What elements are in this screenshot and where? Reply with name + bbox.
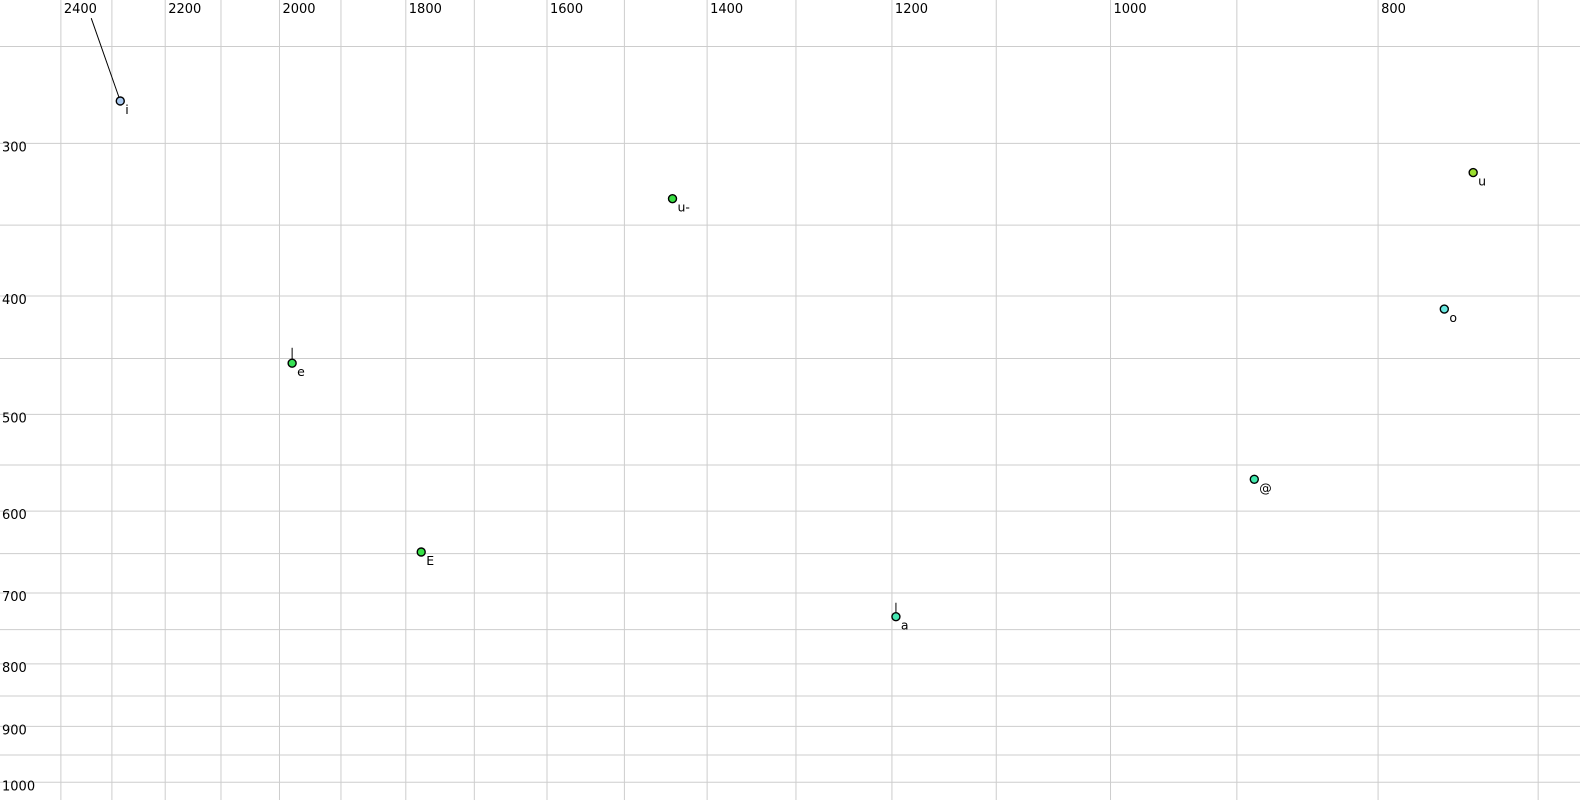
vowel-point-E[interactable]: [416, 547, 426, 557]
vowel-point-u[interactable]: [1468, 167, 1478, 178]
y-tick-label-900: 900: [2, 723, 27, 738]
vowel-point-a[interactable]: [891, 611, 901, 622]
vowel-point-label-e: e: [297, 364, 305, 379]
x-tick-label-1600: 1600: [550, 2, 583, 17]
vowel-point-o[interactable]: [1439, 304, 1450, 314]
y-tick-label-600: 600: [2, 508, 27, 523]
y-tick-label-700: 700: [2, 590, 27, 605]
x-tick-label-2000: 2000: [282, 2, 315, 17]
y-tick-label-1000: 1000: [2, 779, 35, 794]
vowel-point-u-[interactable]: [667, 194, 678, 204]
vowel-point-@[interactable]: [1249, 474, 1259, 484]
vowel-point-label-E: E: [426, 553, 434, 568]
vowel-point-label-@: @: [1259, 480, 1272, 495]
x-tick-label-1000: 1000: [1114, 2, 1147, 17]
vowel-point-label-i: i: [125, 102, 128, 117]
x-tick-label-1200: 1200: [895, 2, 928, 17]
vowel-point-e[interactable]: [287, 358, 297, 368]
y-tick-label-300: 300: [2, 140, 27, 155]
y-tick-label-400: 400: [2, 293, 27, 308]
vowel-point-label-a: a: [901, 618, 909, 633]
x-tick-label-2200: 2200: [168, 2, 201, 17]
vowel-point-label-o: o: [1449, 310, 1457, 325]
y-tick-label-800: 800: [2, 661, 27, 676]
vowel-tail-i: [90, 18, 121, 102]
x-tick-label-2400: 2400: [64, 2, 97, 17]
y-tick-label-500: 500: [2, 411, 27, 426]
x-tick-label-800: 800: [1381, 2, 1406, 17]
x-tick-label-1400: 1400: [710, 2, 743, 17]
vowel-point-label-u-: u-: [678, 200, 690, 215]
vowel-point-label-u: u: [1478, 174, 1486, 189]
vowel-point-i[interactable]: [115, 96, 125, 106]
x-tick-label-1800: 1800: [409, 2, 442, 17]
